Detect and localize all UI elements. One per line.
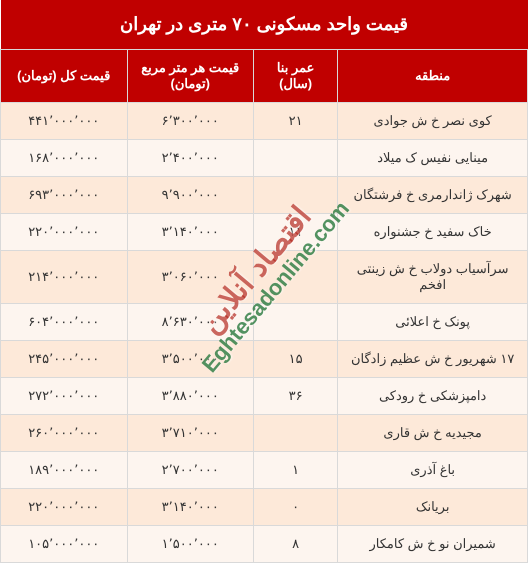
cell-age: ۸ (253, 526, 337, 563)
cell-total: ۱۰۵٬۰۰۰٬۰۰۰ (1, 526, 128, 563)
cell-total: ۱۸۹٬۰۰۰٬۰۰۰ (1, 452, 128, 489)
cell-region: پونک خ اعلائی (338, 304, 528, 341)
col-header-total: قیمت کل (تومان) (1, 50, 128, 103)
cell-region: شمیران نو خ ش کامکار (338, 526, 528, 563)
cell-total: ۶۰۴٬۰۰۰٬۰۰۰ (1, 304, 128, 341)
cell-price-per-m: ۶٬۳۰۰٬۰۰۰ (127, 103, 253, 140)
cell-age: ۱۵ (253, 341, 337, 378)
cell-total: ۲۲۰٬۰۰۰٬۰۰۰ (1, 214, 128, 251)
table-row: پونک خ اعلائی ۸٬۶۳۰٬۰۰۰۶۰۴٬۰۰۰٬۰۰۰ (1, 304, 528, 341)
cell-total: ۲۱۴٬۰۰۰٬۰۰۰ (1, 251, 128, 304)
cell-age (253, 177, 337, 214)
cell-total: ۱۶۸٬۰۰۰٬۰۰۰ (1, 140, 128, 177)
cell-age (253, 251, 337, 304)
table-row: شهرک ژاندارمری خ فرشتگان ۹٬۹۰۰٬۰۰۰۶۹۳٬۰۰۰… (1, 177, 528, 214)
cell-price-per-m: ۳٬۸۸۰٬۰۰۰ (127, 378, 253, 415)
col-header-region: منطقه (338, 50, 528, 103)
table-row: شمیران نو خ ش کامکار۸۱٬۵۰۰٬۰۰۰۱۰۵٬۰۰۰٬۰۰… (1, 526, 528, 563)
cell-total: ۲۶۰٬۰۰۰٬۰۰۰ (1, 415, 128, 452)
cell-region: کوی نصر خ ش جوادی (338, 103, 528, 140)
cell-price-per-m: ۹٬۹۰۰٬۰۰۰ (127, 177, 253, 214)
cell-age (253, 304, 337, 341)
cell-region: دامپزشکی خ رودکی (338, 378, 528, 415)
cell-age: ۱ (253, 452, 337, 489)
cell-total: ۴۴۱٬۰۰۰٬۰۰۰ (1, 103, 128, 140)
cell-price-per-m: ۲٬۴۰۰٬۰۰۰ (127, 140, 253, 177)
table-row: دامپزشکی خ رودکی۳۶۳٬۸۸۰٬۰۰۰۲۷۲٬۰۰۰٬۰۰۰ (1, 378, 528, 415)
cell-total: ۶۹۳٬۰۰۰٬۰۰۰ (1, 177, 128, 214)
cell-age: ۱۱ (253, 214, 337, 251)
table-row: ۱۷ شهریور خ ش عظیم زادگان۱۵۳٬۵۰۰٬۰۰۰۲۴۵٬… (1, 341, 528, 378)
cell-region: خاک سفید خ جشنواره (338, 214, 528, 251)
cell-region: مجیدیه خ ش قاری (338, 415, 528, 452)
cell-region: مینایی نفیس ک میلاد (338, 140, 528, 177)
cell-price-per-m: ۳٬۵۰۰٬۰۰۰ (127, 341, 253, 378)
cell-age: ۳۶ (253, 378, 337, 415)
table-row: سرآسیاب دولاب خ ش زینتی افخم ۳٬۰۶۰٬۰۰۰۲۱۴… (1, 251, 528, 304)
cell-price-per-m: ۲٬۷۰۰٬۰۰۰ (127, 452, 253, 489)
cell-price-per-m: ۳٬۱۴۰٬۰۰۰ (127, 214, 253, 251)
header-row: منطقه عمر بنا (سال) قیمت هر متر مربع (تو… (1, 50, 528, 103)
table-row: باغ آذری۱۲٬۷۰۰٬۰۰۰۱۸۹٬۰۰۰٬۰۰۰ (1, 452, 528, 489)
table-row: بریانک۰۳٬۱۴۰٬۰۰۰۲۲۰٬۰۰۰٬۰۰۰ (1, 489, 528, 526)
cell-price-per-m: ۱٬۵۰۰٬۰۰۰ (127, 526, 253, 563)
cell-region: شهرک ژاندارمری خ فرشتگان (338, 177, 528, 214)
cell-total: ۲۲۰٬۰۰۰٬۰۰۰ (1, 489, 128, 526)
cell-region: ۱۷ شهریور خ ش عظیم زادگان (338, 341, 528, 378)
cell-age (253, 140, 337, 177)
col-header-age: عمر بنا (سال) (253, 50, 337, 103)
table-row: کوی نصر خ ش جوادی۲۱۶٬۳۰۰٬۰۰۰۴۴۱٬۰۰۰٬۰۰۰ (1, 103, 528, 140)
cell-total: ۲۴۵٬۰۰۰٬۰۰۰ (1, 341, 128, 378)
cell-price-per-m: ۳٬۱۴۰٬۰۰۰ (127, 489, 253, 526)
cell-age: ۲۱ (253, 103, 337, 140)
cell-age (253, 415, 337, 452)
col-header-price-per-m: قیمت هر متر مربع (تومان) (127, 50, 253, 103)
title-row: قیمت واحد مسکونی ۷۰ متری در تهران (1, 0, 528, 50)
table-title: قیمت واحد مسکونی ۷۰ متری در تهران (1, 0, 528, 50)
cell-price-per-m: ۳٬۰۶۰٬۰۰۰ (127, 251, 253, 304)
price-table: قیمت واحد مسکونی ۷۰ متری در تهران منطقه … (0, 0, 528, 563)
cell-region: بریانک (338, 489, 528, 526)
cell-region: سرآسیاب دولاب خ ش زینتی افخم (338, 251, 528, 304)
cell-price-per-m: ۸٬۶۳۰٬۰۰۰ (127, 304, 253, 341)
cell-total: ۲۷۲٬۰۰۰٬۰۰۰ (1, 378, 128, 415)
cell-age: ۰ (253, 489, 337, 526)
cell-price-per-m: ۳٬۷۱۰٬۰۰۰ (127, 415, 253, 452)
table-row: مینایی نفیس ک میلاد ۲٬۴۰۰٬۰۰۰۱۶۸٬۰۰۰٬۰۰۰ (1, 140, 528, 177)
table-row: خاک سفید خ جشنواره۱۱۳٬۱۴۰٬۰۰۰۲۲۰٬۰۰۰٬۰۰۰ (1, 214, 528, 251)
cell-region: باغ آذری (338, 452, 528, 489)
table-row: مجیدیه خ ش قاری ۳٬۷۱۰٬۰۰۰۲۶۰٬۰۰۰٬۰۰۰ (1, 415, 528, 452)
